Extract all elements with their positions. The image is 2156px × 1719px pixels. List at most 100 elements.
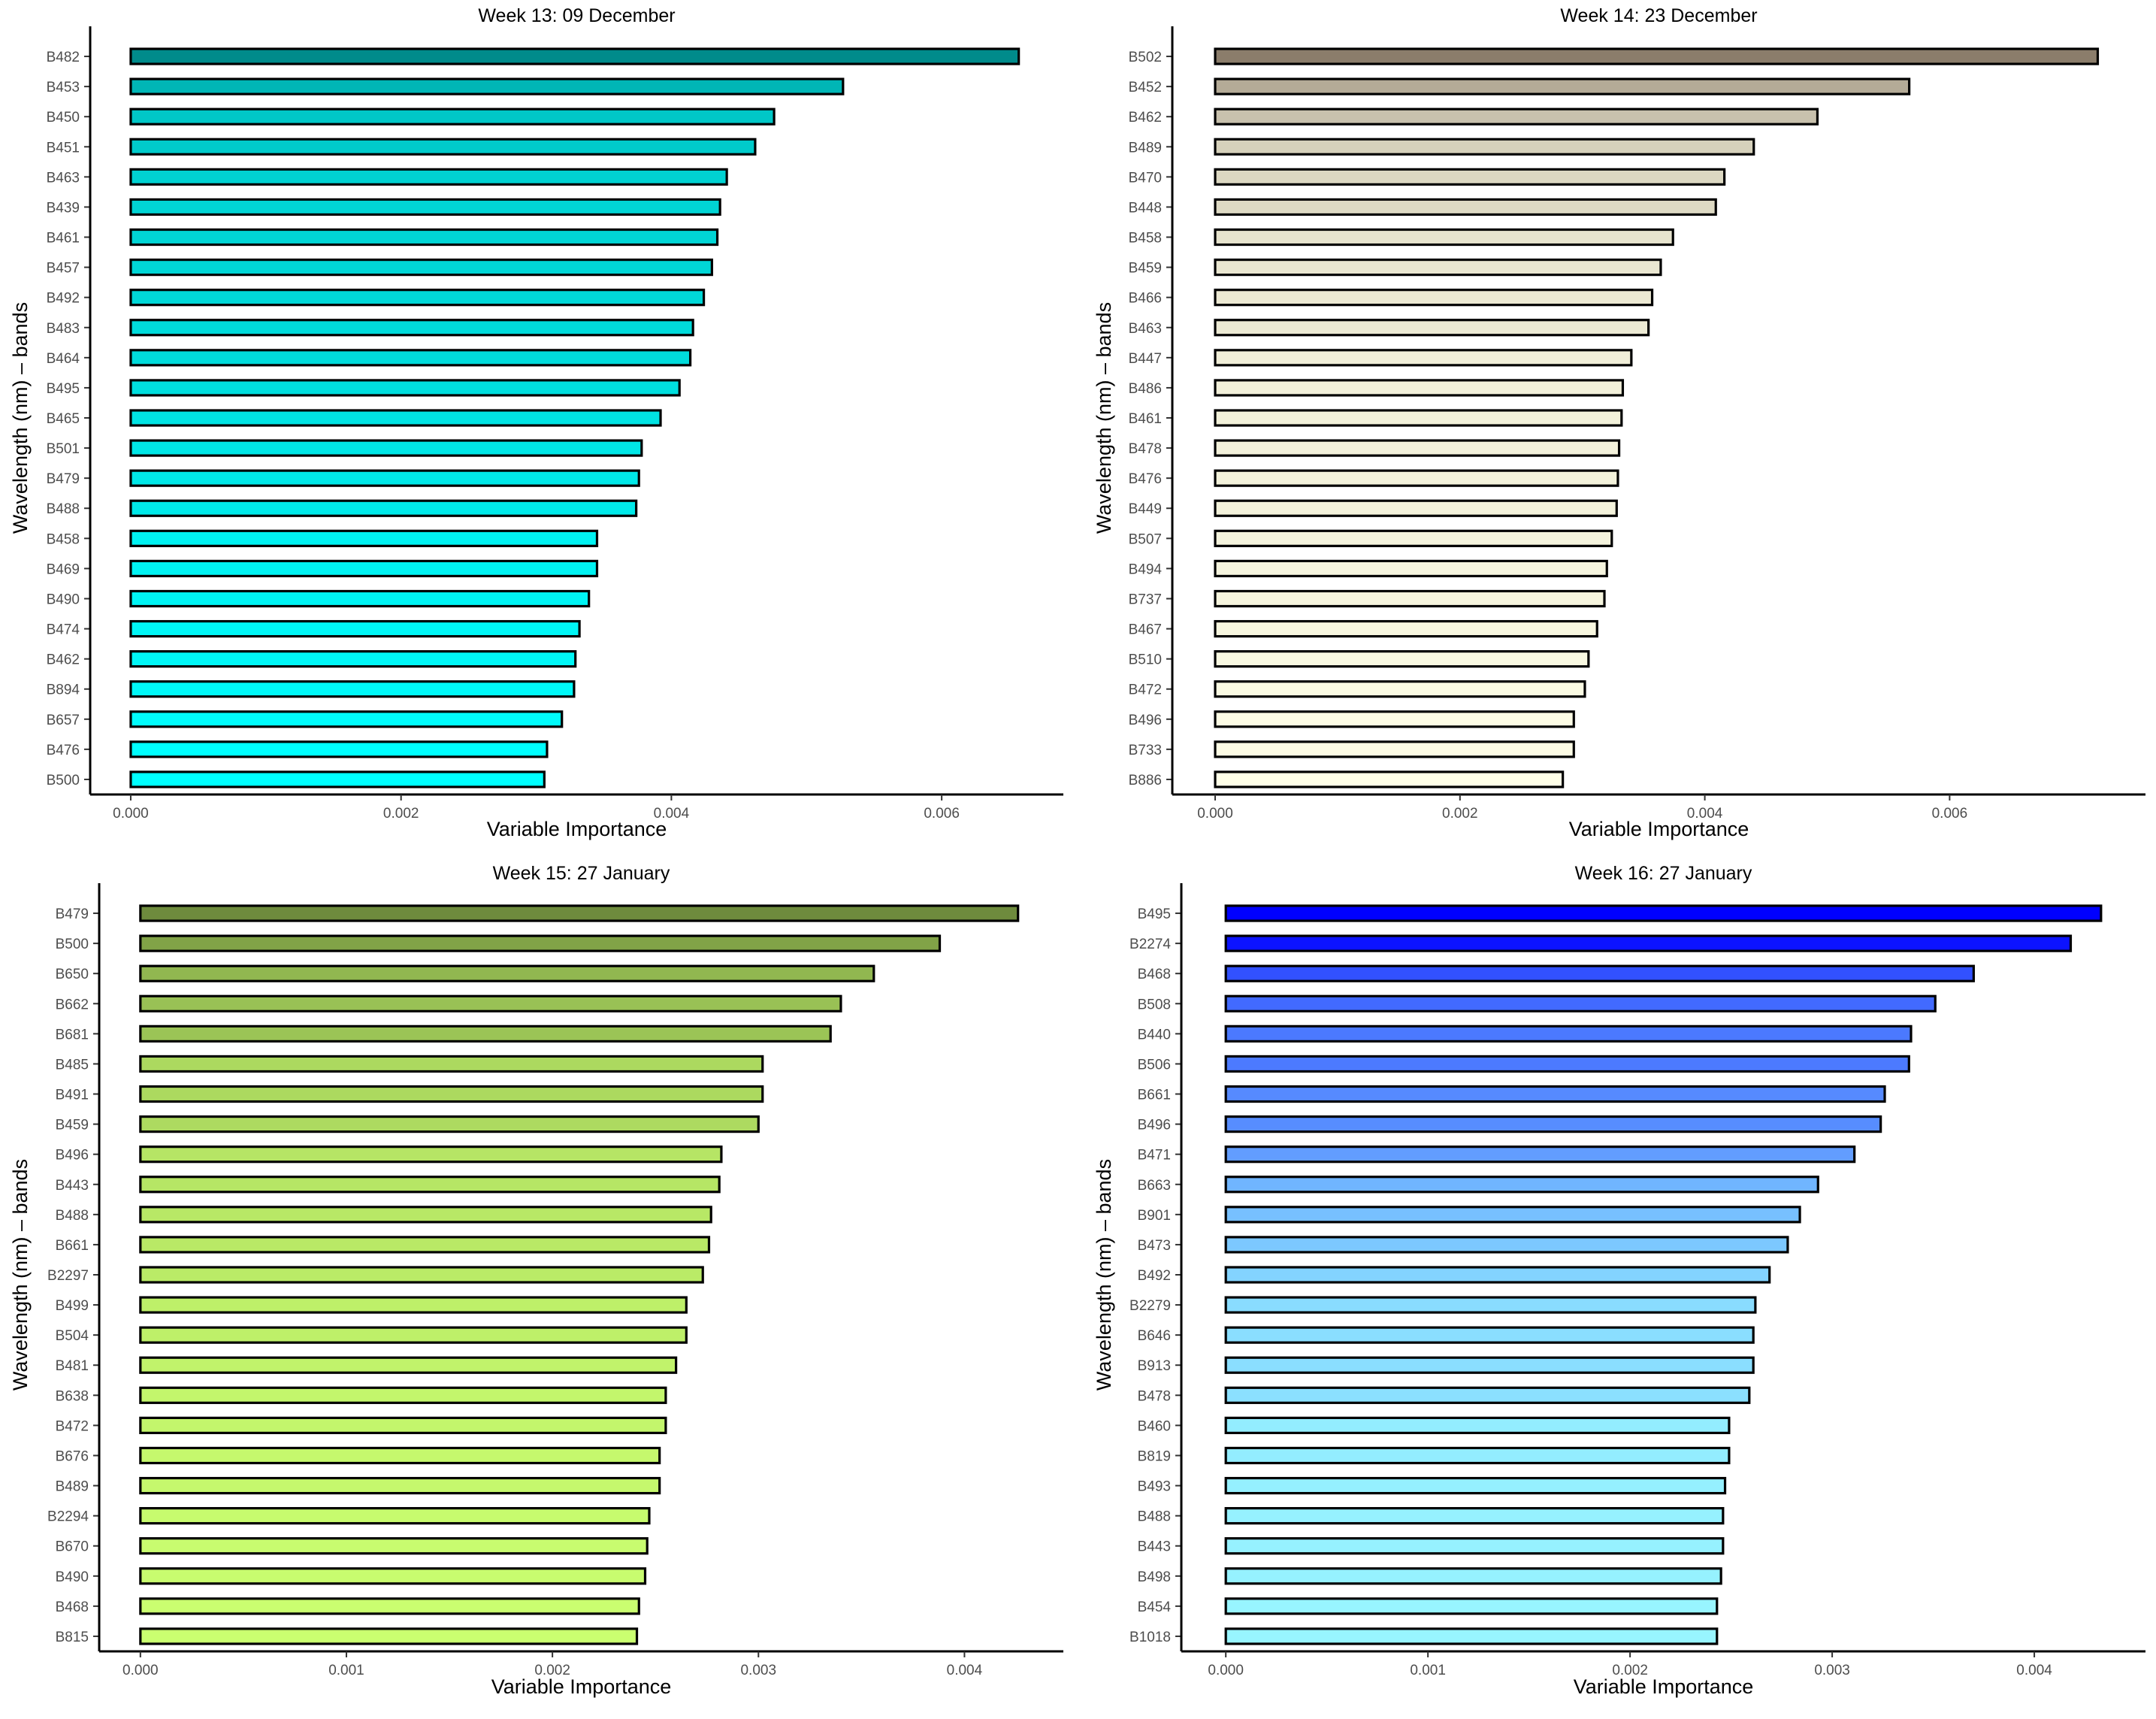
bar-b510 — [1214, 650, 1590, 668]
bar-b496 — [139, 1145, 723, 1164]
y-tick-label: B2297 — [47, 1268, 89, 1284]
y-tick-label: B681 — [56, 1027, 89, 1043]
bar-b2279 — [1224, 1296, 1757, 1314]
y-tick-label: B448 — [1129, 200, 1162, 216]
y-tick-label: B508 — [1138, 997, 1171, 1012]
y-tick-label: B478 — [1138, 1388, 1171, 1404]
bar-b471 — [1224, 1145, 1856, 1164]
y-tick-label: B490 — [56, 1569, 89, 1585]
bar-b2274 — [1224, 934, 2073, 952]
y-tick-label: B486 — [1129, 381, 1162, 397]
bar-b459 — [1214, 258, 1662, 277]
x-axis-label: Variable Importance — [1569, 818, 1749, 840]
y-tick-label: B481 — [56, 1358, 89, 1374]
y-tick-label: B496 — [56, 1148, 89, 1164]
y-tick-label: B439 — [47, 200, 80, 216]
bar-b439 — [129, 198, 721, 216]
bar-b440 — [1224, 1024, 1913, 1043]
bar-b681 — [139, 1024, 832, 1043]
bar-b661 — [1224, 1085, 1886, 1103]
y-tick-label: B479 — [47, 471, 80, 487]
bar-b470 — [1214, 168, 1726, 186]
y-tick-label: B661 — [1138, 1088, 1171, 1103]
y-tick-label: B443 — [1138, 1539, 1171, 1555]
bar-b500 — [139, 934, 942, 952]
y-tick-label: B506 — [1138, 1057, 1171, 1073]
bar-b482 — [129, 47, 1021, 65]
bar-b461 — [129, 228, 719, 247]
x-axis-label: Variable Importance — [491, 1675, 672, 1698]
bar-b474 — [129, 619, 581, 638]
y-tick-label: B498 — [1138, 1569, 1171, 1585]
bar-b466 — [1214, 289, 1654, 307]
y-tick-label: B454 — [1138, 1599, 1172, 1615]
y-tick-label: B815 — [56, 1630, 89, 1645]
y-tick-label: B468 — [1138, 967, 1171, 982]
bar-b663 — [1224, 1176, 1819, 1194]
y-tick-label: B886 — [1129, 773, 1162, 788]
y-tick-label: B471 — [1138, 1148, 1171, 1164]
bar-b443 — [1224, 1537, 1725, 1555]
bar-b489 — [1214, 138, 1755, 156]
y-tick-label: B462 — [47, 652, 80, 668]
y-tick-label: B676 — [56, 1448, 89, 1464]
y-tick-label: B464 — [47, 351, 80, 367]
y-tick-label: B476 — [1129, 471, 1162, 487]
y-tick-label: B488 — [56, 1208, 89, 1224]
bar-b670 — [139, 1537, 649, 1555]
y-tick-label: B472 — [1129, 682, 1162, 698]
y-tick-label: B483 — [47, 321, 80, 337]
x-tick-label: 0.004 — [654, 806, 690, 822]
y-tick-label: B461 — [47, 231, 80, 247]
y-tick-label: B499 — [56, 1298, 89, 1314]
bar-b451 — [129, 138, 757, 156]
y-tick-label: B901 — [1138, 1208, 1171, 1224]
y-axis-label: Wavelength (nm) – bands — [1093, 1159, 1115, 1391]
y-tick-label: B489 — [1129, 140, 1162, 156]
bar-b506 — [1224, 1055, 1910, 1073]
bar-b504 — [139, 1326, 688, 1344]
y-tick-label: B460 — [1138, 1418, 1171, 1434]
bar-b495 — [129, 379, 681, 397]
y-axis-label: Wavelength (nm) – bands — [9, 302, 32, 534]
bar-b443 — [139, 1176, 721, 1194]
bar-b459 — [139, 1115, 760, 1133]
x-tick-label: 0.002 — [1612, 1663, 1648, 1678]
y-tick-label: B470 — [1129, 170, 1162, 186]
y-tick-label: B492 — [1138, 1268, 1171, 1284]
bar-b737 — [1214, 589, 1606, 608]
y-tick-label: B458 — [47, 531, 80, 547]
bar-b490 — [129, 589, 591, 608]
y-tick-label: B450 — [47, 110, 80, 126]
x-tick-label: 0.000 — [1197, 806, 1233, 822]
bar-b458 — [1214, 228, 1674, 247]
bar-b733 — [1214, 740, 1575, 758]
x-tick-label: 0.002 — [1442, 806, 1478, 822]
y-tick-label: B1018 — [1129, 1630, 1171, 1645]
bar-b462 — [1214, 107, 1819, 126]
bar-b476 — [1214, 469, 1619, 487]
bar-b662 — [139, 994, 842, 1012]
y-tick-label: B662 — [56, 997, 89, 1012]
x-tick-label: 0.006 — [1932, 806, 1968, 822]
bar-b469 — [129, 559, 599, 578]
chart-panel-2: Week 14: 23 December B502 B452 B462 B489 B470… — [1093, 5, 2145, 840]
y-tick-label: B451 — [47, 140, 80, 156]
bar-b886 — [1214, 770, 1565, 788]
bar-b454 — [1224, 1597, 1719, 1615]
y-tick-label: B507 — [1129, 531, 1162, 547]
y-tick-label: B488 — [47, 501, 80, 517]
x-axis-label: Variable Importance — [1574, 1675, 1754, 1698]
y-axis-label: Wavelength (nm) – bands — [9, 1159, 32, 1391]
bar-b500 — [129, 770, 546, 788]
bar-b449 — [1214, 499, 1618, 517]
y-tick-label: B500 — [56, 937, 89, 952]
bar-b493 — [1224, 1476, 1727, 1495]
y-tick-label: B474 — [47, 622, 80, 638]
x-tick-label: 0.000 — [113, 806, 149, 822]
y-tick-label: B440 — [1138, 1027, 1171, 1043]
y-tick-label: B494 — [1129, 561, 1163, 577]
x-tick-label: 0.006 — [924, 806, 960, 822]
